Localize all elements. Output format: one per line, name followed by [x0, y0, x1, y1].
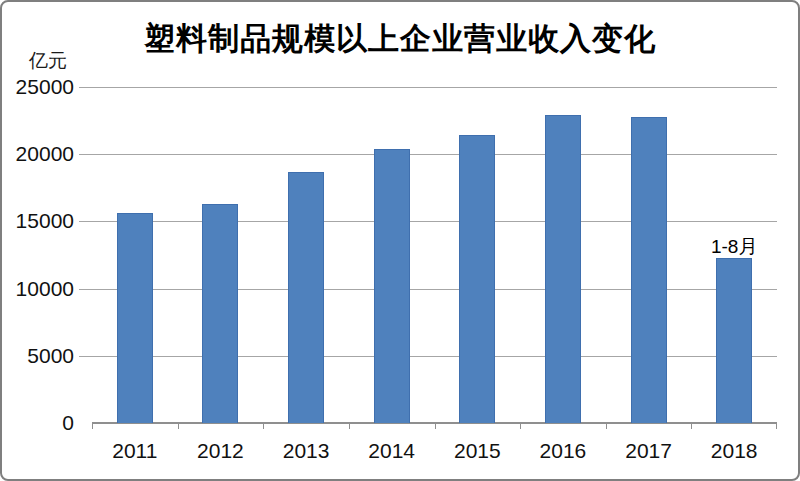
bars-container: 1-8月: [92, 87, 777, 423]
x-axis-labels: 20112012201320142015201620172018: [92, 439, 777, 463]
bar-2015: [459, 135, 495, 423]
bar-slot: [263, 87, 349, 423]
x-tick-label: 2016: [520, 439, 606, 463]
bar-slot: [178, 87, 264, 423]
bar-2017: [631, 117, 667, 423]
bar-slot: 1-8月: [691, 87, 777, 423]
bar-2012: [202, 204, 238, 423]
x-tick-label: 2012: [178, 439, 264, 463]
y-axis-labels: 0 5000 10000 15000 20000 25000: [2, 2, 74, 479]
bar-2011: [117, 213, 153, 423]
bar-2016: [545, 115, 581, 423]
y-tick-label: 25000: [2, 76, 74, 98]
bar-2013: [288, 172, 324, 423]
y-tick-label: 15000: [2, 210, 74, 232]
plot-area: 1-8月: [92, 87, 777, 423]
x-tick-label: 2015: [435, 439, 521, 463]
chart-frame: 塑料制品规模以上企业营业收入变化 亿元 1-8月 050001000015000…: [0, 0, 800, 481]
bar-2018: [716, 258, 752, 423]
y-tick-label: 0: [2, 412, 74, 434]
x-tick-label: 2013: [263, 439, 349, 463]
chart-title: 塑料制品规模以上企业营业收入变化: [2, 18, 798, 60]
x-tick-label: 2011: [92, 439, 178, 463]
x-tick-label: 2014: [349, 439, 435, 463]
x-tick-label: 2018: [691, 439, 777, 463]
bar-slot: [92, 87, 178, 423]
y-tick-label: 10000: [2, 278, 74, 300]
bar-annotation: 1-8月: [711, 237, 757, 257]
x-tick-label: 2017: [606, 439, 692, 463]
bar-slot: [349, 87, 435, 423]
y-tick-label: 5000: [2, 345, 74, 367]
bar-slot: [435, 87, 521, 423]
bar-2014: [374, 149, 410, 423]
y-tick-label: 20000: [2, 143, 74, 165]
bar-slot: [606, 87, 692, 423]
bar-slot: [520, 87, 606, 423]
